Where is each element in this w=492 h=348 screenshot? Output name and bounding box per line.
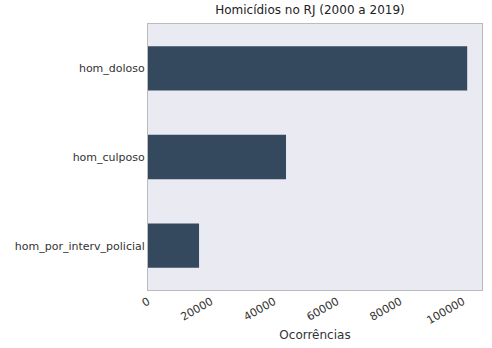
svg-text:60000: 60000 <box>304 295 341 324</box>
svg-text:Ocorrências: Ocorrências <box>279 328 350 342</box>
svg-text:hom_doloso: hom_doloso <box>79 62 145 75</box>
svg-text:20000: 20000 <box>178 295 215 324</box>
svg-text:80000: 80000 <box>368 295 405 324</box>
svg-text:100000: 100000 <box>424 295 467 327</box>
svg-text:hom_culposo: hom_culposo <box>73 151 145 164</box>
svg-text:hom_por_interv_policial: hom_por_interv_policial <box>15 240 145 253</box>
svg-text:Homicídios no RJ (2000 a 2019): Homicídios no RJ (2000 a 2019) <box>215 3 405 17</box>
svg-text:0: 0 <box>140 295 153 310</box>
svg-text:40000: 40000 <box>241 295 278 324</box>
